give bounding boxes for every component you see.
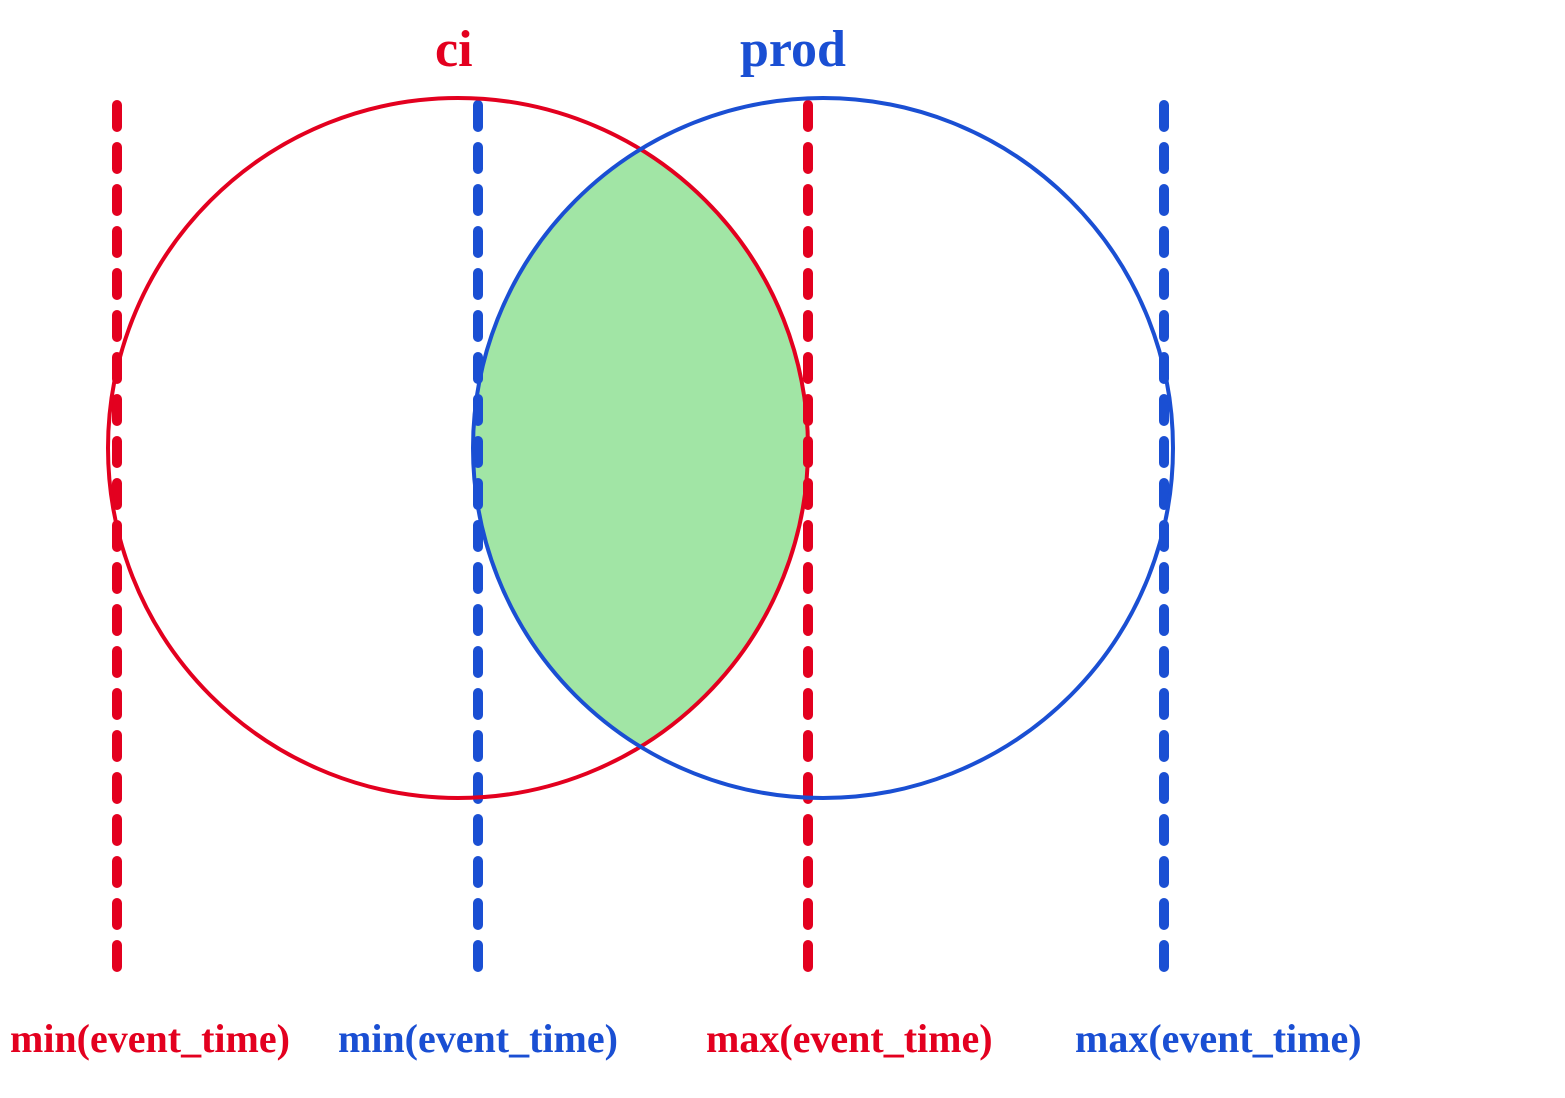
venn-diagram (0, 0, 1565, 1098)
venn-label-ci: ci (435, 20, 473, 79)
axis-label-ci-min: min(event_time) (10, 1015, 290, 1062)
venn-intersection (473, 149, 808, 746)
venn-label-prod: prod (740, 20, 846, 79)
axis-label-ci-max: max(event_time) (706, 1015, 993, 1062)
axis-label-prod-max: max(event_time) (1075, 1015, 1362, 1062)
axis-label-prod-min: min(event_time) (338, 1015, 618, 1062)
